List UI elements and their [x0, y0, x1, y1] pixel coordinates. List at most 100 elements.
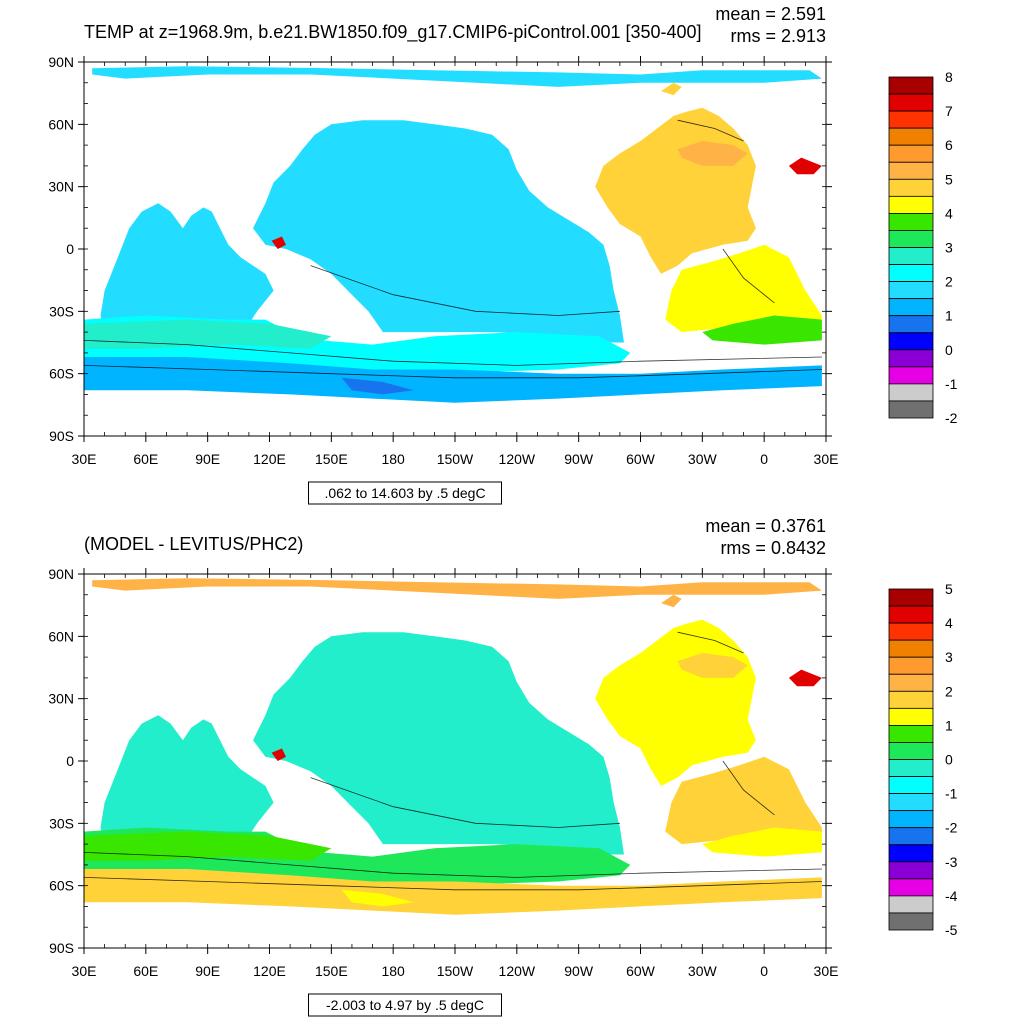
rms-stat: rms = 2.913 — [730, 26, 826, 46]
contour-info-box — [308, 481, 502, 505]
lat-tick-label: 60S — [49, 878, 74, 894]
colorbar-swatch — [888, 298, 934, 317]
colorbar-swatch — [888, 349, 934, 368]
contour-line — [722, 248, 775, 304]
colorbar-swatch — [888, 230, 934, 248]
colorbar-swatch — [888, 673, 934, 692]
contour-line — [722, 760, 775, 816]
lon-tick-label: 120W — [499, 451, 536, 467]
lon-tick-label: 150W — [437, 451, 474, 467]
mean-stat: mean = 2.591 — [715, 4, 826, 24]
colorbar-label: 1 — [945, 308, 953, 324]
panel-title: (MODEL - LEVITUS/PHC2) — [84, 534, 303, 554]
colorbar-label: 0 — [945, 752, 953, 768]
colorbar-swatch — [888, 861, 934, 880]
colorbar-swatch — [888, 127, 934, 146]
colorbar-label: 5 — [945, 171, 953, 187]
colorbar-swatch — [888, 144, 934, 163]
contour-line — [84, 365, 822, 379]
colorbar-label: 2 — [945, 274, 953, 290]
colorbar-label: 3 — [945, 649, 953, 665]
contour-info-label: .062 to 14.603 by .5 degC — [324, 485, 485, 501]
contour-line — [677, 631, 744, 654]
colorbar-label: 8 — [945, 69, 953, 85]
lon-tick-label: 120E — [253, 963, 286, 979]
lat-tick-label: 60S — [49, 366, 74, 382]
colorbar-label: 2 — [945, 683, 953, 699]
ocean-region-south-band — [84, 831, 332, 861]
lon-tick-label: 90E — [195, 963, 220, 979]
lon-tick-label: 180 — [381, 451, 405, 467]
colorbar-label: 7 — [945, 103, 953, 119]
colorbar-swatch — [888, 281, 934, 300]
mean-stat: mean = 0.3761 — [705, 516, 826, 536]
ocean-region-antarctic — [84, 869, 822, 915]
colorbar-swatch — [888, 383, 934, 402]
lon-tick-label: 30W — [688, 451, 718, 467]
colorbar-swatch — [888, 110, 934, 129]
colorbar-label: 0 — [945, 342, 953, 358]
colorbar-swatch — [888, 400, 934, 419]
lon-tick-label: 90E — [195, 451, 220, 467]
ocean-region-atlantic-nn — [677, 653, 748, 678]
lon-tick-label: 0 — [760, 451, 768, 467]
ocean-field — [84, 66, 822, 403]
ocean-region-red2 — [788, 157, 822, 175]
lon-tick-label: 60W — [626, 963, 656, 979]
lon-tick-label: 150E — [315, 451, 348, 467]
colorbar-swatch — [888, 844, 934, 863]
ocean-region-atlantic-s — [665, 756, 822, 845]
colorbar-swatch — [888, 264, 934, 282]
ocean-region-red2 — [788, 669, 822, 687]
lat-tick-label: 60N — [48, 116, 74, 132]
colorbar-swatch — [888, 742, 934, 760]
ocean-region-red1 — [271, 236, 286, 249]
colorbar-swatch — [888, 605, 934, 624]
lon-tick-label: 30E — [72, 451, 97, 467]
ocean-region-indian — [100, 203, 274, 333]
colorbar-swatch — [888, 725, 934, 743]
lon-tick-label: 90W — [564, 963, 594, 979]
ocean-field — [84, 578, 822, 915]
colorbar-swatch — [888, 76, 934, 95]
colorbar-swatch — [888, 810, 934, 829]
colorbar-label: -1 — [945, 376, 958, 392]
lon-tick-label: 0 — [760, 963, 768, 979]
lon-tick-label: 60E — [133, 963, 158, 979]
colorbar-label: 3 — [945, 240, 953, 256]
colorbar-label: 6 — [945, 137, 953, 153]
lat-tick-label: 90N — [48, 54, 74, 70]
ocean-region-arctic-ob — [661, 594, 682, 608]
lon-tick-label: 30E — [814, 451, 839, 467]
colorbar-label: 5 — [945, 581, 953, 597]
lon-tick-label: 120E — [253, 451, 286, 467]
contour-line — [84, 340, 822, 366]
colorbar-swatch — [888, 93, 934, 112]
colorbar-swatch — [888, 707, 934, 726]
colorbar-swatch — [888, 588, 934, 607]
colorbar-swatch — [888, 656, 934, 675]
lon-tick-label: 90W — [564, 451, 594, 467]
colorbar-swatch — [888, 793, 934, 812]
colorbar-label: -4 — [945, 888, 958, 904]
lat-tick-label: 30N — [48, 691, 74, 707]
contour-line — [310, 777, 620, 828]
ocean-region-atlantic-s — [665, 244, 822, 333]
lon-tick-label: 180 — [381, 963, 405, 979]
lat-tick-label: 0 — [66, 241, 74, 257]
colorbar-swatch — [888, 247, 934, 265]
colorbar-label: -3 — [945, 854, 958, 870]
ocean-region-antarctic-deep — [341, 377, 414, 395]
lon-tick-label: 150W — [437, 963, 474, 979]
colorbar-swatch — [888, 690, 934, 709]
colorbar-label: 1 — [945, 717, 953, 733]
ocean-region-antarctic — [84, 357, 822, 403]
colorbar-swatch — [888, 161, 934, 180]
lon-tick-label: 150E — [315, 963, 348, 979]
lat-tick-label: 90S — [49, 940, 74, 956]
colorbar-label: -2 — [945, 410, 958, 426]
panel-title: TEMP at z=1968.9m, b.e21.BW1850.f09_g17.… — [84, 22, 702, 43]
colorbar-swatch — [888, 212, 934, 231]
